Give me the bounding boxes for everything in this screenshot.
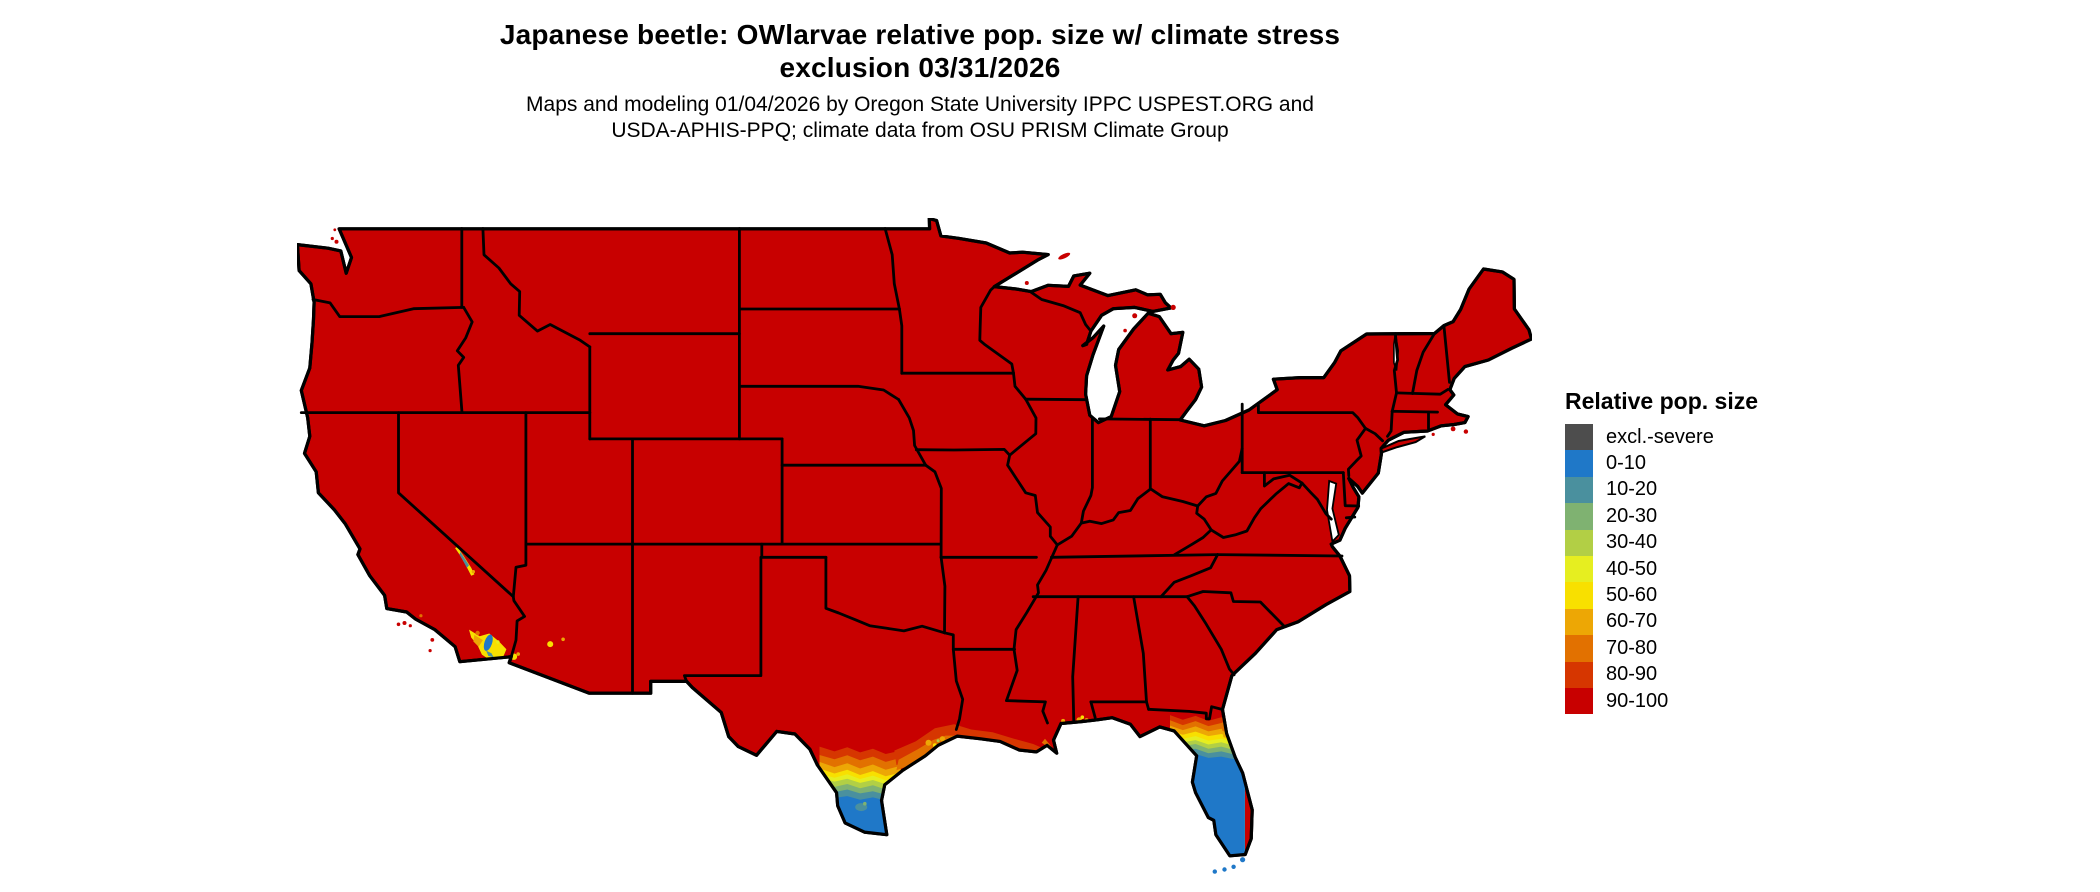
- chart-title: Japanese beetle: OWlarvae relative pop. …: [0, 18, 1840, 84]
- legend-label: 40-50: [1606, 557, 1658, 580]
- legend-row: 40-50: [1565, 555, 1758, 583]
- legend-swatch-icon: [1565, 687, 1593, 715]
- chart-subtitle: Maps and modeling 01/04/2026 by Oregon S…: [0, 92, 1840, 144]
- legend-swatch-icon: [1565, 635, 1593, 662]
- legend-row: excl.-severe: [1565, 424, 1758, 451]
- chart-title-line-2: exclusion 03/31/2026: [779, 52, 1061, 83]
- legend-rows: excl.-severe 0-10 10-20 20-30 30-40 40-50 50-6…: [1565, 424, 1758, 715]
- chart-subtitle-line-1: Maps and modeling 01/04/2026 by Oregon S…: [526, 93, 1314, 116]
- legend-swatch-icon: [1565, 555, 1593, 583]
- legend-swatch-icon: [1565, 529, 1593, 556]
- legend-label: 20-30: [1606, 504, 1658, 527]
- legend-label: 60-70: [1606, 610, 1658, 633]
- legend-row: 20-30: [1565, 503, 1758, 530]
- map-legend: Relative pop. size excl.-severe 0-10 10-20…: [1565, 388, 1759, 715]
- legend-swatch-icon: [1565, 608, 1593, 636]
- chart-title-line-1: Japanese beetle: OWlarvae relative pop. …: [499, 19, 1341, 50]
- legend-label: 30-40: [1606, 531, 1658, 554]
- legend-row: 0-10: [1565, 450, 1758, 477]
- legend-row: 70-80: [1565, 635, 1758, 662]
- legend-swatch-icon: [1565, 450, 1593, 477]
- legend-row: 30-40: [1565, 529, 1758, 556]
- legend-swatch-icon: [1565, 503, 1593, 530]
- legend-row: 90-100: [1565, 687, 1758, 715]
- legend-label: 90-100: [1606, 689, 1669, 712]
- legend-label: 70-80: [1606, 636, 1658, 659]
- us-map-svg: [295, 216, 1534, 874]
- legend-swatch-icon: [1565, 424, 1593, 451]
- legend-swatch-icon: [1565, 661, 1593, 688]
- chart-subtitle-line-2: USDA-APHIS-PPQ; climate data from OSU PR…: [611, 119, 1229, 142]
- legend-row: 50-60: [1565, 582, 1758, 609]
- legend-swatch-icon: [1565, 582, 1593, 609]
- legend-row: 10-20: [1565, 476, 1758, 504]
- legend-swatch-icon: [1565, 476, 1593, 504]
- legend-row: 60-70: [1565, 608, 1758, 636]
- us-risk-map: [295, 216, 1534, 878]
- legend-title: Relative pop. size: [1565, 388, 1759, 414]
- legend-label: excl.-severe: [1606, 425, 1714, 448]
- legend-label: 0-10: [1606, 452, 1647, 475]
- legend-row: 80-90: [1565, 661, 1758, 688]
- legend-label: 50-60: [1606, 584, 1658, 607]
- legend-label: 80-90: [1606, 663, 1658, 686]
- legend-label: 10-20: [1606, 478, 1658, 501]
